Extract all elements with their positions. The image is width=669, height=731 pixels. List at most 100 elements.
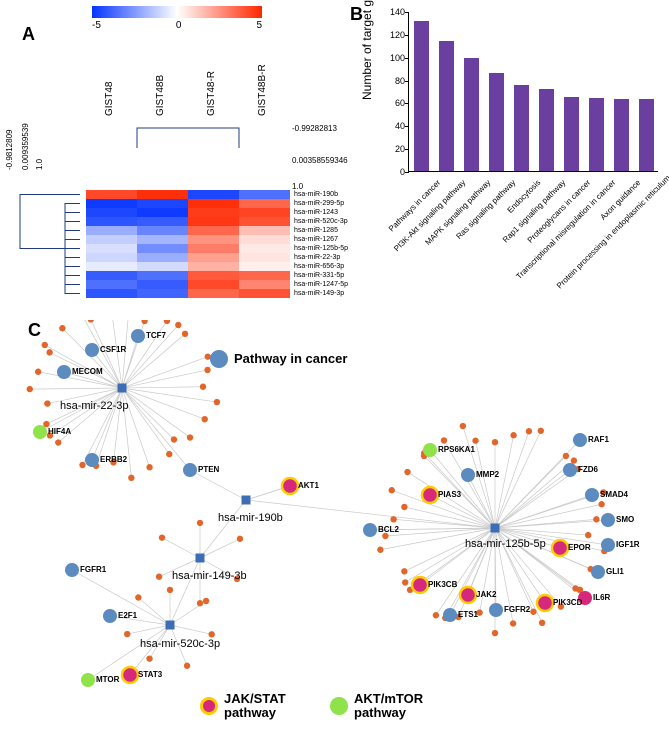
heat-cell xyxy=(137,199,188,208)
panel-a-heatmap: -5 0 5 GIST48GIST48BGIST48-RGIST48B-R -0… xyxy=(0,0,340,320)
heat-cell xyxy=(188,217,239,226)
heat-cell xyxy=(188,190,239,199)
col-label: GIST48B-R xyxy=(257,64,268,116)
column-dendrogram xyxy=(86,118,290,148)
panel-c-network: TCF7CSF1RMECOMHIF4AERBB2PTENAKT1BCL2FGFR… xyxy=(0,320,669,730)
network-svg xyxy=(0,320,669,730)
y-tick: 0 xyxy=(383,167,405,177)
row-label: hsa-miR-149-3p xyxy=(294,289,348,298)
panel-b-barchart: Number of target genes 02040608010012014… xyxy=(350,0,669,280)
y-tick: 100 xyxy=(383,53,405,63)
scale-max: 5 xyxy=(256,20,262,31)
heat-cell xyxy=(239,190,290,199)
bar xyxy=(514,85,530,171)
heat-cell xyxy=(239,262,290,271)
heat-cell xyxy=(86,226,137,235)
row-dendro-value: 0.009359539 xyxy=(21,123,30,170)
row-label: hsa-miR-190b xyxy=(294,190,348,199)
row-label: hsa-miR-520c-3p xyxy=(294,217,348,226)
row-label: hsa-miR-1285 xyxy=(294,226,348,235)
bar xyxy=(439,41,455,171)
heat-cell xyxy=(86,262,137,271)
legend-item: JAK/STATpathway xyxy=(200,692,286,721)
hub-label: hsa-mir-149-3b xyxy=(172,570,247,582)
heat-cell xyxy=(239,271,290,280)
heat-cell xyxy=(137,289,188,298)
heat-cell xyxy=(137,271,188,280)
bar xyxy=(414,21,430,171)
heat-cell xyxy=(137,226,188,235)
heat-cell xyxy=(137,190,188,199)
hub-label: hsa-mir-190b xyxy=(218,512,283,524)
heat-cell xyxy=(86,208,137,217)
heat-cell xyxy=(188,208,239,217)
heat-cell xyxy=(137,280,188,289)
bar xyxy=(464,58,480,171)
heat-cell xyxy=(86,280,137,289)
row-label: hsa-miR-299-5p xyxy=(294,199,348,208)
heat-cell xyxy=(239,217,290,226)
heat-cell xyxy=(137,244,188,253)
heat-cell xyxy=(239,289,290,298)
bar-chart-area: 020406080100120140 xyxy=(408,12,658,172)
heat-cell xyxy=(239,253,290,262)
heatmap-grid xyxy=(86,190,290,298)
hub-label: hsa-mir-125b-5p xyxy=(465,538,546,550)
row-label: hsa-miR-1243 xyxy=(294,208,348,217)
bar xyxy=(589,98,605,171)
col-label: GIST48B xyxy=(155,75,166,116)
scale-mid: 0 xyxy=(176,20,182,31)
heat-cell xyxy=(239,208,290,217)
heat-cell xyxy=(239,199,290,208)
y-tick: 60 xyxy=(383,98,405,108)
y-tick: 20 xyxy=(383,144,405,154)
hub-label: hsa-mir-520c-3p xyxy=(140,638,220,650)
heat-cell xyxy=(188,289,239,298)
row-dendrogram xyxy=(0,190,80,298)
y-tick: 140 xyxy=(383,7,405,17)
heat-cell xyxy=(86,244,137,253)
scale-min: -5 xyxy=(92,20,101,31)
heat-cell xyxy=(137,262,188,271)
heat-cell xyxy=(239,226,290,235)
heat-cell xyxy=(188,199,239,208)
y-axis-label: Number of target genes xyxy=(360,0,374,100)
legend-item: Pathway in cancer xyxy=(210,350,347,368)
heat-cell xyxy=(239,280,290,289)
y-tick: 80 xyxy=(383,76,405,86)
heat-cell xyxy=(86,253,137,262)
heat-cell xyxy=(137,217,188,226)
heat-cell xyxy=(86,217,137,226)
heat-cell xyxy=(188,235,239,244)
hub-label: hsa-mir-22-3p xyxy=(60,400,128,412)
heat-cell xyxy=(188,280,239,289)
color-scale: -5 0 5 xyxy=(92,6,262,46)
col-dendro-value: -0.99282813 xyxy=(292,124,337,133)
heat-cell xyxy=(86,271,137,280)
heat-cell xyxy=(188,253,239,262)
bar xyxy=(489,73,505,171)
heat-cell xyxy=(137,235,188,244)
heat-cell xyxy=(239,235,290,244)
row-label: hsa-miR-656-3p xyxy=(294,262,348,271)
bar xyxy=(639,99,655,171)
heat-cell xyxy=(137,208,188,217)
heat-cell xyxy=(86,190,137,199)
heat-cell xyxy=(86,199,137,208)
heat-cell xyxy=(137,253,188,262)
row-label: hsa-miR-125b-5p xyxy=(294,244,348,253)
heat-cell xyxy=(188,271,239,280)
row-dendro-value: -0.9812809 xyxy=(5,130,14,170)
heat-cell xyxy=(86,235,137,244)
bar xyxy=(564,97,580,171)
row-label: hsa-miR-1267 xyxy=(294,235,348,244)
col-dendro-value: 0.00358559346 xyxy=(292,156,348,165)
row-dendro-value: 1.0 xyxy=(35,159,44,170)
heat-cell xyxy=(188,244,239,253)
heat-cell xyxy=(239,244,290,253)
y-tick: 120 xyxy=(383,30,405,40)
legend-item: AKT/mTORpathway xyxy=(330,692,423,721)
heat-cell xyxy=(188,226,239,235)
bar xyxy=(614,99,630,171)
col-label: GIST48 xyxy=(104,82,115,116)
